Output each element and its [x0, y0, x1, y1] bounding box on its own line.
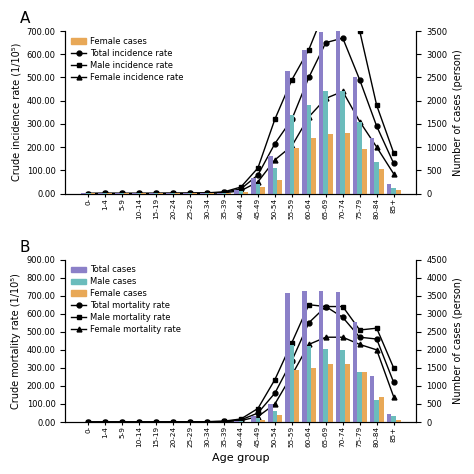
Bar	[268, 156, 273, 193]
Text: B: B	[20, 240, 30, 255]
Bar	[234, 420, 238, 422]
Bar	[392, 416, 396, 422]
Bar	[307, 105, 311, 193]
Bar	[319, 32, 323, 193]
Bar	[328, 365, 333, 422]
Bar	[302, 50, 307, 193]
Bar	[217, 192, 222, 193]
Bar	[217, 421, 222, 422]
Bar	[328, 134, 333, 193]
Bar	[345, 365, 350, 422]
Y-axis label: Crude incidence rate (1/10⁵): Crude incidence rate (1/10⁵)	[11, 43, 21, 182]
Bar	[336, 31, 340, 193]
Bar	[273, 411, 277, 422]
Bar	[294, 148, 299, 193]
Bar	[285, 293, 290, 422]
Bar	[260, 420, 265, 422]
Bar	[294, 370, 299, 422]
Bar	[353, 322, 357, 422]
Bar	[290, 345, 294, 422]
Bar	[238, 421, 243, 422]
Bar	[243, 192, 248, 193]
Bar	[238, 191, 243, 193]
Y-axis label: Number of cases (person): Number of cases (person)	[453, 49, 463, 176]
Bar	[260, 188, 265, 193]
Bar	[387, 184, 392, 193]
Bar	[340, 91, 345, 193]
Bar	[357, 122, 362, 193]
Bar	[357, 372, 362, 422]
Bar	[323, 349, 328, 422]
Bar	[285, 71, 290, 193]
Bar	[323, 91, 328, 193]
Legend: Total cases, Male cases, Female cases, Total mortality rate, Male mortality rate: Total cases, Male cases, Female cases, T…	[70, 264, 182, 336]
Bar	[251, 178, 255, 193]
Bar	[379, 398, 383, 422]
Bar	[255, 418, 260, 422]
Bar	[243, 421, 248, 422]
Text: A: A	[20, 11, 30, 26]
Bar	[302, 292, 307, 422]
Bar	[311, 368, 316, 422]
Y-axis label: Number of cases (person): Number of cases (person)	[453, 277, 463, 404]
Bar	[277, 180, 282, 193]
Bar	[319, 292, 323, 422]
Legend: Female cases, Total incidence rate, Male incidence rate, Female incidence rate: Female cases, Total incidence rate, Male…	[70, 35, 185, 83]
Bar	[336, 292, 340, 422]
Bar	[290, 115, 294, 193]
Bar	[362, 372, 366, 422]
Bar	[345, 133, 350, 193]
Bar	[307, 346, 311, 422]
Bar	[311, 138, 316, 193]
Y-axis label: Crude mortality rate (1/10⁵): Crude mortality rate (1/10⁵)	[11, 273, 21, 409]
Bar	[396, 420, 401, 422]
Bar	[370, 376, 374, 422]
Bar	[273, 168, 277, 193]
Bar	[251, 416, 255, 422]
Bar	[268, 404, 273, 422]
Bar	[387, 414, 392, 422]
Bar	[374, 162, 379, 193]
Bar	[353, 77, 357, 193]
Bar	[362, 149, 366, 193]
Bar	[255, 184, 260, 193]
Bar	[340, 350, 345, 422]
Bar	[374, 401, 379, 422]
X-axis label: Age group: Age group	[212, 453, 270, 463]
Bar	[396, 190, 401, 193]
Bar	[379, 169, 383, 193]
Bar	[392, 188, 396, 193]
Bar	[277, 415, 282, 422]
Bar	[234, 190, 238, 193]
Bar	[370, 138, 374, 193]
